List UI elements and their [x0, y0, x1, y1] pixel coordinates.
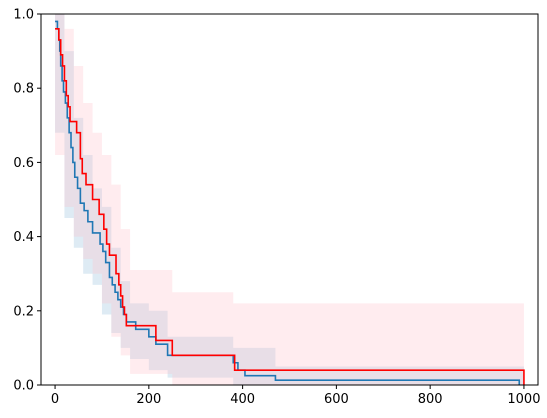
- x-tick-label: 800: [418, 392, 443, 407]
- x-axis: 0 200 400 600 800 1000: [51, 385, 540, 407]
- y-tick-label: 0.4: [13, 230, 34, 245]
- y-tick-label: 0.0: [13, 379, 34, 394]
- x-tick-label: 600: [324, 392, 349, 407]
- x-tick-label: 0: [51, 392, 59, 407]
- x-tick-label: 400: [230, 392, 255, 407]
- survival-lines: [55, 20, 525, 385]
- confidence-band-1: [55, 14, 524, 385]
- y-tick-label: 0.8: [13, 82, 34, 97]
- plot-frame: [40, 13, 539, 386]
- confidence-bands: [55, 14, 524, 385]
- y-tick-label: 1.0: [13, 8, 34, 23]
- survival-line-1: [55, 28, 525, 385]
- x-tick-label: 1000: [507, 392, 540, 407]
- survival-line-0: [55, 20, 521, 385]
- y-axis: 0.0 0.2 0.4 0.6 0.8 1.0: [13, 8, 41, 394]
- x-tick-label: 200: [136, 392, 161, 407]
- y-tick-label: 0.6: [13, 156, 34, 171]
- y-tick-label: 0.2: [13, 304, 34, 319]
